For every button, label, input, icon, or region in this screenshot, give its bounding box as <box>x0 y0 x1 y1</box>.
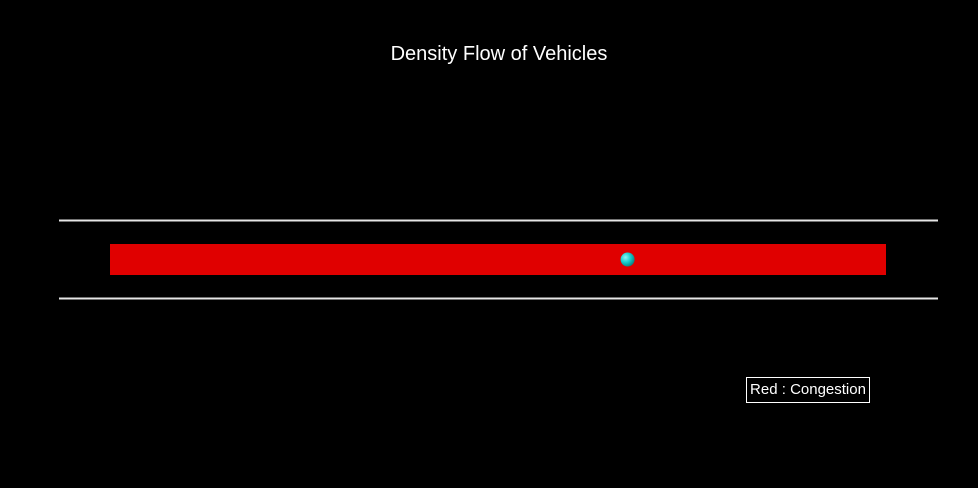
vehicle-marker-1 <box>620 252 635 267</box>
density-segments <box>110 244 886 275</box>
chart-title: Density Flow of Vehicles <box>391 43 608 65</box>
vehicles <box>620 252 635 267</box>
legend-box <box>746 377 870 403</box>
density-segment-congestion <box>110 244 886 275</box>
legend-text: Red : Congestion <box>750 381 866 398</box>
legend: Red : Congestion <box>746 377 870 403</box>
